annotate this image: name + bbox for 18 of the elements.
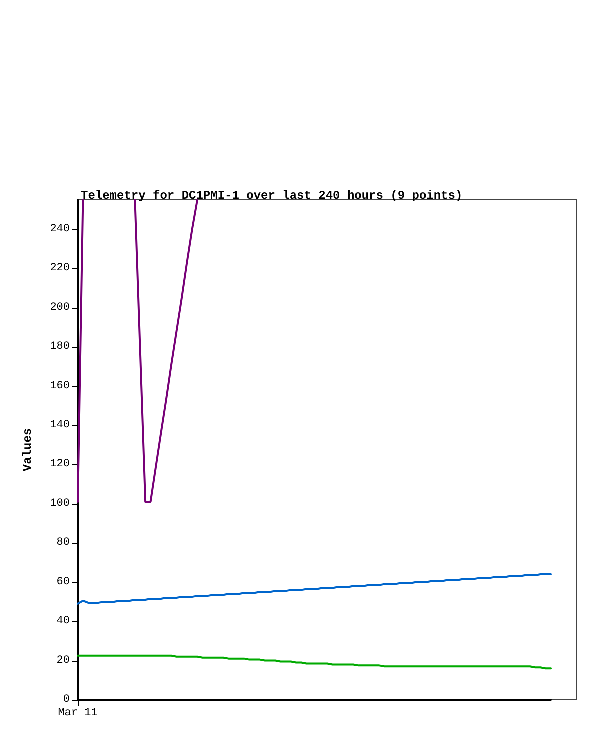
y-tick-label: 40 [56,616,70,628]
x-tick-label: Mar 11 [58,708,98,720]
line-series [77,654,552,670]
y-tick-label: 100 [50,498,70,510]
line-series [77,574,552,605]
y-tick-label: 0 [63,694,70,706]
y-tick-label: 140 [50,419,70,432]
y-tick-label: 20 [56,654,70,667]
y-tick-label: 80 [56,537,70,550]
y-tick-label: 160 [50,380,70,392]
y-tick-label: 120 [50,458,70,471]
y-tick-label: 180 [50,341,70,354]
y-axis-title: Values [21,428,35,472]
chart-title: Telemetry for DC1PMI-1 over last 240 hours (9 points) [81,189,463,203]
y-tick-label: 220 [50,262,70,275]
y-tick-label: 60 [56,576,70,588]
y-tick-label: 200 [50,302,70,314]
y-tick-label: 240 [50,223,70,236]
